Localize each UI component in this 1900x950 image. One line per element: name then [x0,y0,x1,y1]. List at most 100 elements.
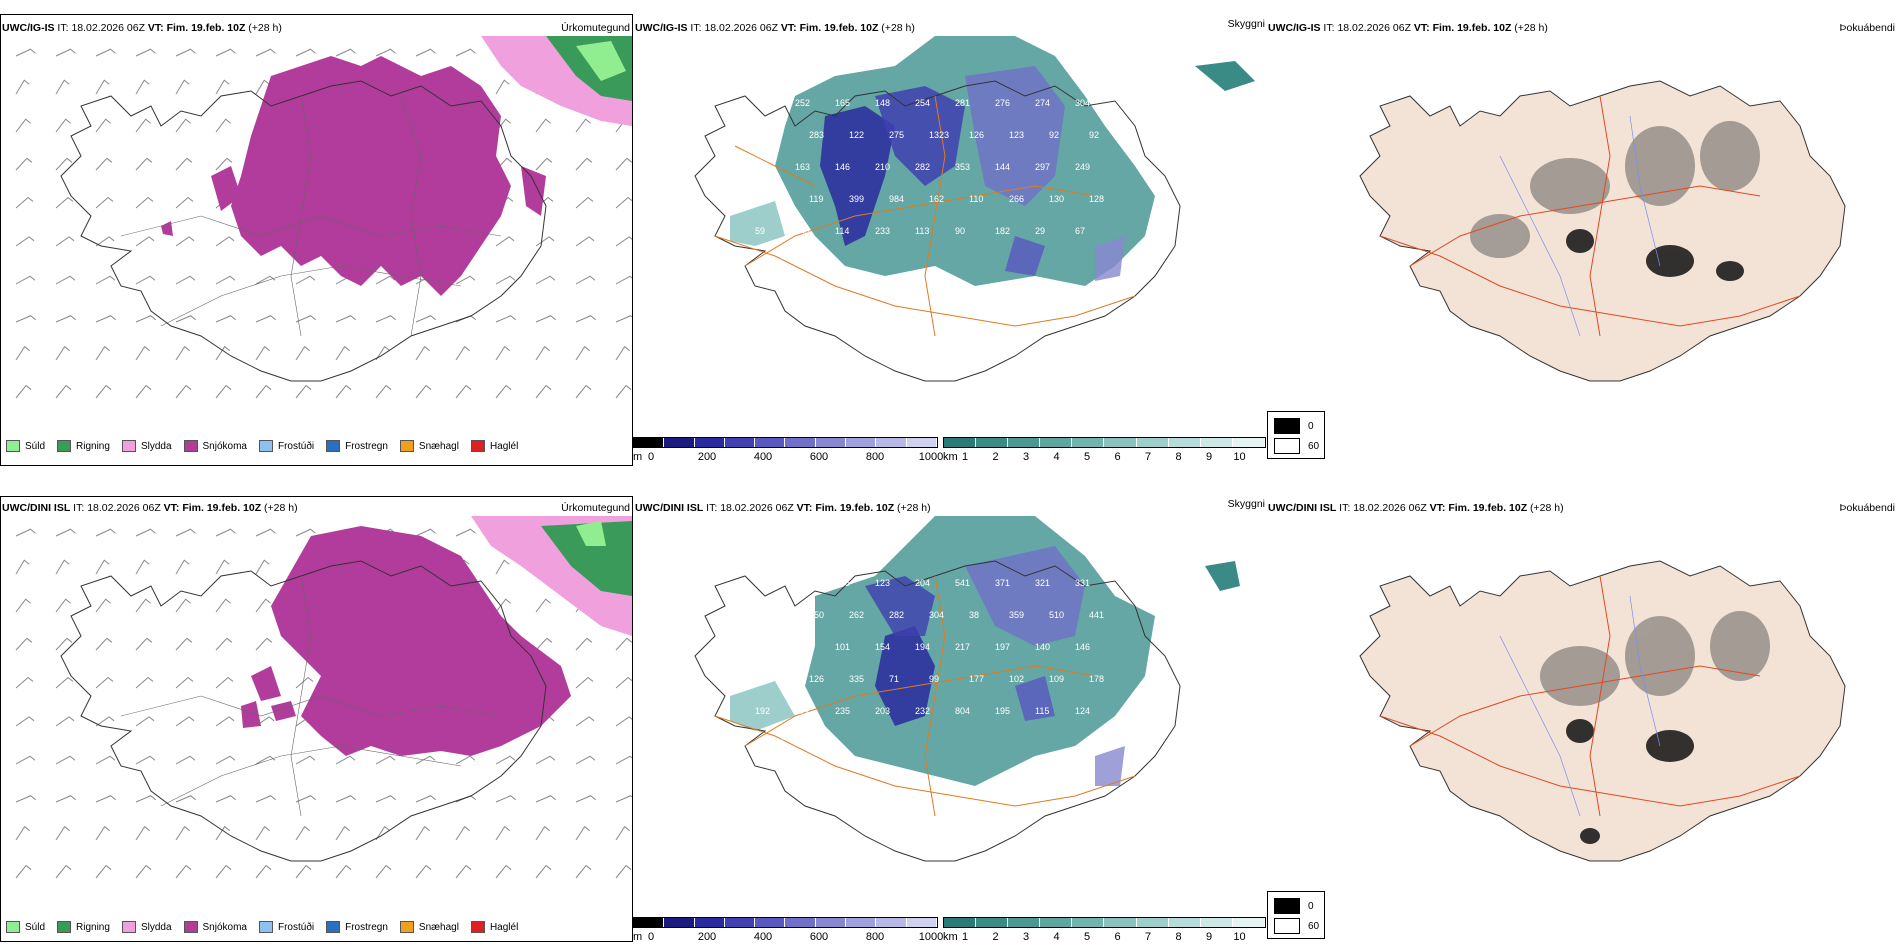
wind-barb [95,48,116,57]
precip-map-row2[interactable] [1,516,632,916]
iceland-outline [694,80,1181,382]
iceland-outline [60,80,547,382]
value-label: 109 [1049,674,1064,684]
wind-barb [615,795,632,803]
wind-barb [135,598,151,613]
colorbar-swatch [1008,438,1041,447]
wind-barb [375,755,396,765]
legend-item-snow: Snjókoma [183,440,247,452]
legend-item-rain: Rigning [57,921,110,933]
visibility-area [730,681,795,731]
colorbar-swatch [876,918,907,927]
wind-barb [255,384,272,399]
value-label: 94 [755,642,765,652]
fog-dense [1566,229,1744,281]
wind-barb [215,48,236,57]
value-label: 123 [875,578,890,588]
wind-barb [615,196,632,209]
value-label: 130 [1049,194,1064,204]
wind-barb [455,384,472,399]
wind-barb [55,315,77,323]
colorbar-swatch [755,918,786,927]
colorbar-swatch [1072,918,1105,927]
precip-frame-row1 [0,14,633,466]
colorbar-swatch [846,438,877,447]
wind-barb [95,559,110,575]
wind-barb [615,676,632,689]
panel-title-cloud: Skyggni [1227,498,1265,510]
wind-barb [135,48,156,57]
wind-barb [175,755,196,765]
vt-label: VT: [147,22,164,34]
colorbar-swatch [785,918,816,927]
wind-barb [295,48,316,57]
wind-barb [255,528,276,537]
value-label: 194 [915,642,930,652]
wind-barb [375,384,392,399]
wind-barb [135,384,152,399]
rain-area [541,521,632,596]
panel-title-precip: Úrkomutegund [561,22,630,34]
value-label: 146 [835,162,850,172]
fog-map-row1[interactable] [1300,36,1900,431]
wind-barb [415,795,437,803]
value-label: 101 [835,642,850,652]
rivers [1499,115,1661,337]
value-label: 331 [1075,578,1090,588]
wind-barb [615,315,632,323]
wind-barb [135,79,150,95]
visibility-area [730,201,785,246]
wind-barb [215,236,235,247]
colorbar-swatch [785,438,816,447]
cloud-map-row1[interactable]: 780 252 165 148 254 281 276 274 304 387 283 122 275 1… [635,36,1270,431]
wind-barb [495,236,515,247]
wind-barb [55,345,71,361]
precip-map-row1[interactable] [1,36,632,436]
value-label: 99 [929,674,939,684]
fog-map-row2[interactable] [1300,516,1900,911]
colorbar-tick: 3 [1022,931,1030,943]
legend-item-snow-pellets: Snæhagl [399,440,459,452]
header-fog-row2: UWC/DINI ISL IT: 18.02.2026 06Z VT: Fim.… [1268,502,1564,514]
colorbar-swatch [846,918,877,927]
wind-barb [375,825,391,841]
legend-item-hail: Haglél [470,921,518,933]
wind-barb [55,598,71,613]
value-label: 140 [1035,642,1050,652]
wind-barb [55,795,77,803]
wind-barb [535,795,557,803]
colorbar-swatch [976,438,1009,447]
value-label: 281 [955,98,970,108]
wind-barb [215,118,231,133]
wind-barb [135,315,157,323]
value-label: 446 [769,674,784,684]
cloud-map-row2[interactable]: 222 147 145 123 204 541 371 321 331 400 350 262 282 3… [635,516,1270,911]
wind-barb [575,315,597,323]
snow-patch [521,166,546,216]
wind-barb [215,157,233,171]
panel-title-fog: Þokuábendi [1839,502,1895,514]
precip-frame-row2 [0,496,633,942]
wind-barb [295,528,316,537]
wind-barb [55,236,75,247]
value-label: 90 [955,226,965,236]
snow-area [231,56,511,296]
value-label: 252 [795,98,810,108]
visibility-colorbar-row2: km 1 2 3 4 5 6 7 8 9 10 [943,917,1266,947]
wind-barb [255,825,271,841]
colorbar-tick: 200 [697,451,717,463]
value-label: 359 [1009,610,1024,620]
colorbar-swatch [1136,918,1169,927]
value-label: 115 [1035,706,1049,716]
it-label: IT: [57,22,69,34]
wind-barb [215,825,231,841]
colorbar-tick: 0 [647,931,655,943]
wind-barb [15,598,31,613]
visibility-area [805,516,1155,786]
wind-barb [335,384,352,399]
value-label: 192 [755,706,770,716]
wind-barb [415,345,431,361]
wind-barb [15,716,35,727]
legend-item-drizzle: Súld [6,440,45,452]
wind-barb [455,48,476,57]
